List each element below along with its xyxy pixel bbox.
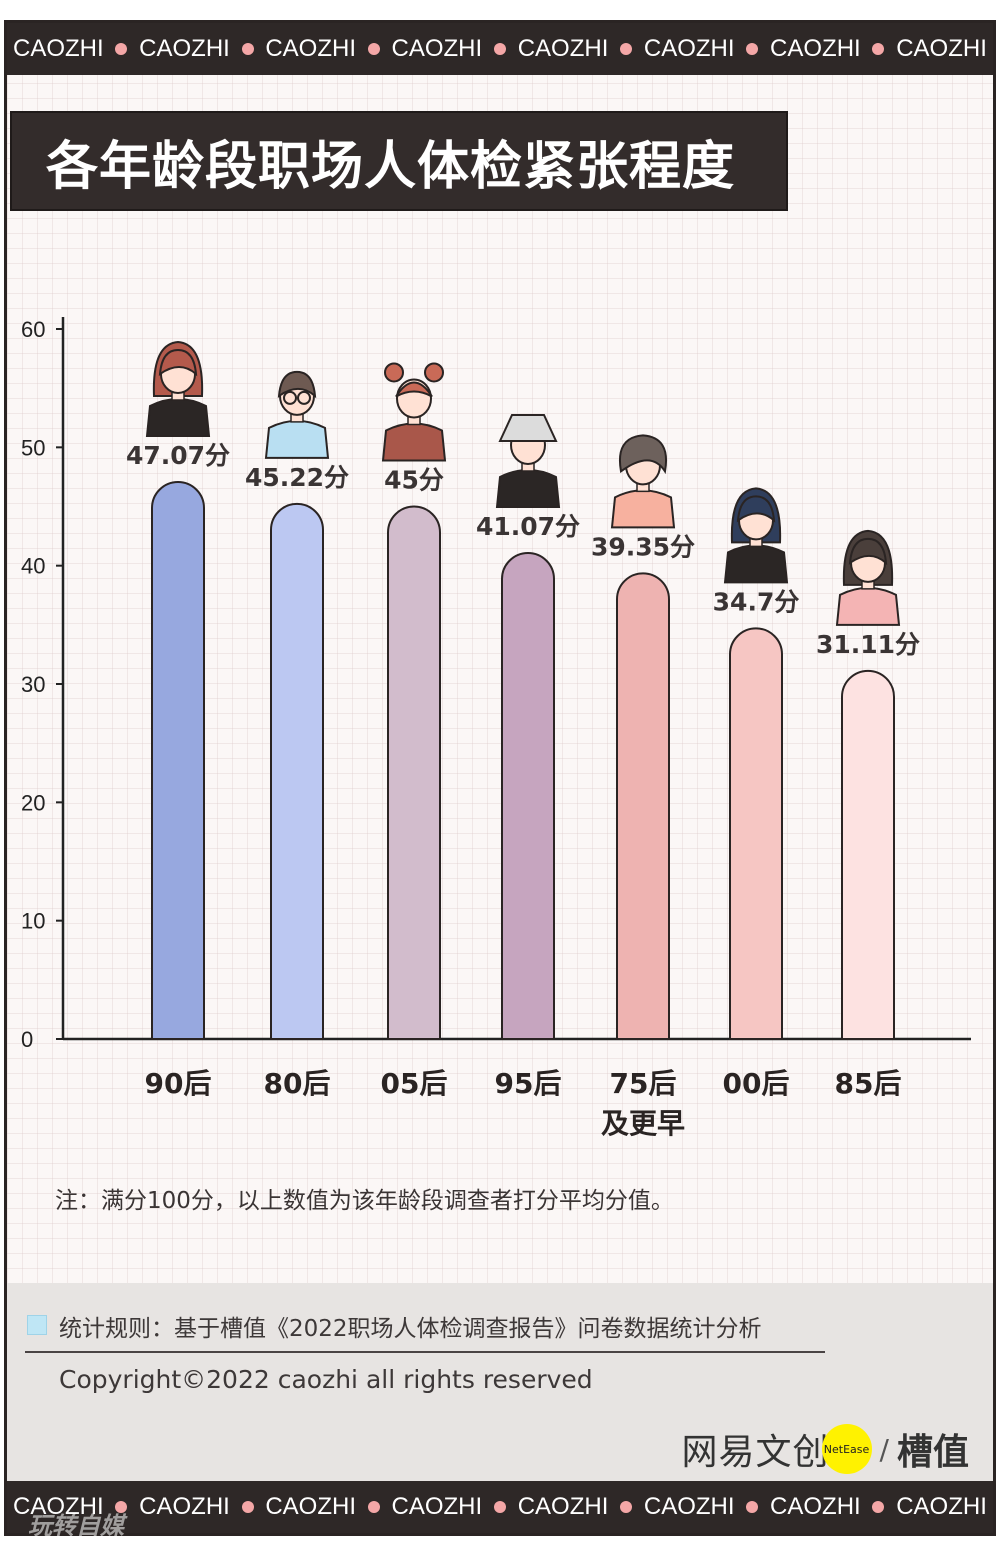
copyright-text: Copyright©2022 caozhi all rights reserve… (59, 1365, 593, 1394)
x-tick-label: 95后 (495, 1067, 562, 1100)
publisher-logo: 网易文创 NetEase / 槽值 (682, 1423, 969, 1475)
bar (841, 669, 895, 1040)
bottom-brand-band: CAOZHI CAOZHI CAOZHI CAOZHI CAOZHI CAOZH… (7, 1481, 993, 1533)
poster-frame: CAOZHI CAOZHI CAOZHI CAOZHI CAOZHI CAOZH… (4, 20, 996, 1536)
y-tick-label: 0 (21, 1027, 33, 1052)
band-word: CAOZHI (517, 1493, 609, 1520)
band-dot-icon (241, 43, 254, 55)
band-word: CAOZHI (770, 1493, 861, 1520)
x-tick-label: 75后 (610, 1067, 677, 1100)
band-dot-icon (493, 1501, 506, 1513)
x-tick-label: 00后 (723, 1067, 790, 1100)
stat-rule-text: 统计规则：基于槽值《2022职场人体检调查报告》问卷数据统计分析 (59, 1316, 762, 1342)
band-dot-icon (115, 1501, 128, 1513)
bar-value-label: 31.11分 (816, 630, 920, 659)
band-dot-icon (115, 43, 128, 55)
band-word: CAOZHI (643, 1493, 735, 1520)
logo-main-text: 网易文创 (681, 1432, 830, 1473)
band-dot-icon (872, 1501, 885, 1513)
blue-hair-girl-avatar (723, 487, 789, 584)
y-tick-label: 30 (21, 672, 45, 697)
y-tick-label: 50 (21, 435, 45, 460)
band-word: CAOZHI (896, 35, 987, 62)
band-word: CAOZHI (13, 1493, 104, 1520)
x-tick-label: 05后 (381, 1067, 448, 1100)
chart-title: 各年龄段职场人体检紧张程度 (10, 111, 788, 211)
bar (387, 505, 441, 1040)
band-dot-icon (241, 1501, 254, 1513)
curly-hair-woman-avatar (610, 434, 676, 529)
bar-value-label: 39.35分 (591, 532, 695, 561)
x-tick-label: 及更早 (601, 1107, 685, 1140)
bar (270, 502, 324, 1040)
band-word: CAOZHI (139, 1493, 230, 1520)
band-word: CAOZHI (265, 35, 357, 62)
logo-brand-text: 槽值 (896, 1432, 969, 1473)
bar-value-label: 45.22分 (245, 463, 349, 492)
band-dot-icon (620, 43, 633, 55)
bar-value-label: 41.07分 (476, 512, 580, 541)
chart-note: 注：满分100分，以上数值为该年龄段调查者打分平均分值。 (55, 1188, 674, 1214)
y-tick-label: 20 (21, 790, 45, 815)
band-dot-icon (872, 43, 885, 55)
band-word: CAOZHI (13, 35, 104, 62)
girl-buns-avatar (381, 362, 447, 462)
bar (501, 552, 555, 1040)
top-brand-band: CAOZHI CAOZHI CAOZHI CAOZHI CAOZHI CAOZH… (7, 23, 993, 75)
bar-value-label: 34.7分 (713, 587, 800, 616)
band-word: CAOZHI (896, 1493, 987, 1520)
x-tick-label: 90后 (145, 1067, 212, 1100)
boy-glasses-avatar (264, 370, 330, 459)
bar (729, 627, 783, 1040)
band-word: CAOZHI (139, 35, 230, 62)
logo-slash: / (879, 1432, 889, 1466)
bar-chart: 0 10 20 30 40 50 60 47.07分 90后 45.22分 80后 45分 05后 41.… (21, 317, 971, 1140)
x-tick-label: 80后 (264, 1067, 331, 1100)
band-word: CAOZHI (265, 1493, 357, 1520)
netease-badge-icon: NetEase (821, 1424, 872, 1474)
band-dot-icon (746, 43, 759, 55)
band-dot-icon (493, 43, 506, 55)
wavy-hair-girl-avatar (835, 529, 901, 626)
y-tick-label: 60 (21, 317, 45, 342)
square-bullet-icon (27, 1315, 47, 1335)
bar-value-label: 47.07分 (126, 441, 230, 470)
footer-divider (25, 1351, 825, 1353)
bar (616, 572, 670, 1040)
bar (151, 481, 205, 1040)
band-word: CAOZHI (770, 35, 861, 62)
footer: 统计规则：基于槽值《2022职场人体检调查报告》问卷数据统计分析 Copyrig… (7, 1283, 993, 1488)
band-dot-icon (620, 1501, 633, 1513)
girl-long-hair-avatar (145, 341, 211, 438)
band-word: CAOZHI (517, 35, 609, 62)
band-word: CAOZHI (391, 1493, 483, 1520)
band-dot-icon (367, 1501, 380, 1513)
y-tick-label: 10 (21, 909, 45, 934)
y-tick-label: 40 (21, 554, 45, 579)
bucket-hat-avatar (495, 414, 561, 509)
watermark: 玩转自媒 (28, 1512, 124, 1540)
band-dot-icon (746, 1501, 759, 1513)
x-tick-label: 85后 (835, 1067, 902, 1100)
band-dot-icon (367, 43, 380, 55)
bar-value-label: 45分 (384, 466, 444, 495)
band-word: CAOZHI (643, 35, 735, 62)
band-word: CAOZHI (391, 35, 483, 62)
